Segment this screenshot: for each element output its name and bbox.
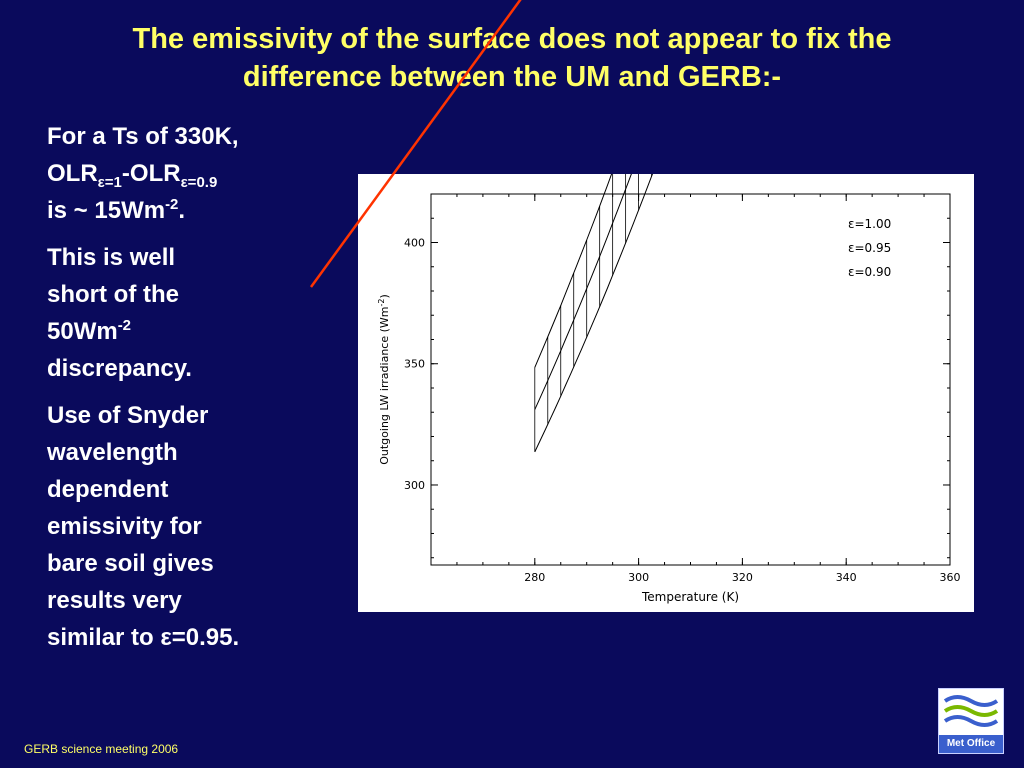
left-text-block: For a Ts of 330K, OLRε=1-OLRε=0.9 is ~ 1… bbox=[47, 118, 317, 666]
p3-line-7: similar to ε=0.95. bbox=[47, 624, 240, 651]
y-tick-label: 400 bbox=[404, 236, 425, 249]
p1-line-1: For a Ts of 330K, bbox=[47, 123, 239, 150]
p2-line-4: discrepancy. bbox=[47, 355, 192, 382]
olr-temperature-chart: 280 300 320 340 360 300 350 400 Temperature (K) O… bbox=[377, 0, 961, 604]
logo-label: Met Office bbox=[939, 735, 1003, 753]
annotation-arrow-line bbox=[309, 0, 522, 288]
title-line-1: The emissivity of the surface does not a… bbox=[132, 23, 892, 55]
p1-sub-1: ε=1 bbox=[97, 173, 122, 191]
x-tick-label: 340 bbox=[836, 571, 857, 584]
p1-sub-2: ε=0.9 bbox=[180, 173, 218, 191]
paragraph-snyder: Use of Snyder wavelength dependent emiss… bbox=[47, 397, 317, 656]
p1-line-3: is ~ 15Wm bbox=[47, 197, 166, 224]
p3-line-5: bare soil gives bbox=[47, 550, 214, 577]
p2-line-2: short of the bbox=[47, 281, 179, 308]
x-tick-label: 360 bbox=[940, 571, 961, 584]
footer-text: GERB science meeting 2006 bbox=[24, 742, 179, 756]
paragraph-discrepancy: This is well short of the 50Wm-2 discrep… bbox=[47, 239, 317, 387]
x-tick-label: 280 bbox=[524, 571, 545, 584]
title-line-2: difference between the UM and GERB:- bbox=[242, 61, 782, 93]
y-tick-label: 300 bbox=[404, 479, 425, 492]
p2-line-3: 50Wm bbox=[47, 318, 118, 345]
p1-olr: OLR bbox=[47, 160, 98, 187]
series-line bbox=[534, 0, 673, 368]
y-tick-label: 350 bbox=[404, 358, 425, 371]
p3-line-4: emissivity for bbox=[47, 513, 202, 540]
slide-title: The emissivity of the surface does not a… bbox=[30, 20, 994, 96]
y-axis-label: Outgoing LW irradiance (Wm-2) bbox=[377, 294, 391, 465]
p1-period: . bbox=[178, 197, 186, 224]
p1-sup: -2 bbox=[165, 196, 179, 213]
x-axis-label: Temperature (K) bbox=[641, 590, 739, 604]
paragraph-olr-difference: For a Ts of 330K, OLRε=1-OLRε=0.9 is ~ 1… bbox=[47, 118, 317, 229]
logo-waves-icon bbox=[943, 695, 999, 727]
legend-entry: ε=0.90 bbox=[848, 265, 891, 279]
p3-line-6: results very bbox=[47, 587, 182, 614]
x-tick-label: 300 bbox=[628, 571, 649, 584]
met-office-logo: Met Office bbox=[938, 688, 1004, 754]
p3-line-3: dependent bbox=[47, 476, 169, 503]
p2-sup: -2 bbox=[117, 317, 132, 334]
p2-line-1: This is well bbox=[47, 244, 176, 271]
p1-dash-olr: -OLR bbox=[121, 160, 181, 187]
chart-panel: 280 300 320 340 360 300 350 400 Temperature (K) O… bbox=[358, 0, 974, 612]
x-tick-label: 320 bbox=[732, 571, 753, 584]
p3-line-1: Use of Snyder bbox=[47, 402, 209, 429]
legend-entry: ε=1.00 bbox=[848, 217, 891, 231]
legend-entry: ε=0.95 bbox=[848, 241, 891, 255]
p3-line-2: wavelength bbox=[47, 439, 178, 466]
